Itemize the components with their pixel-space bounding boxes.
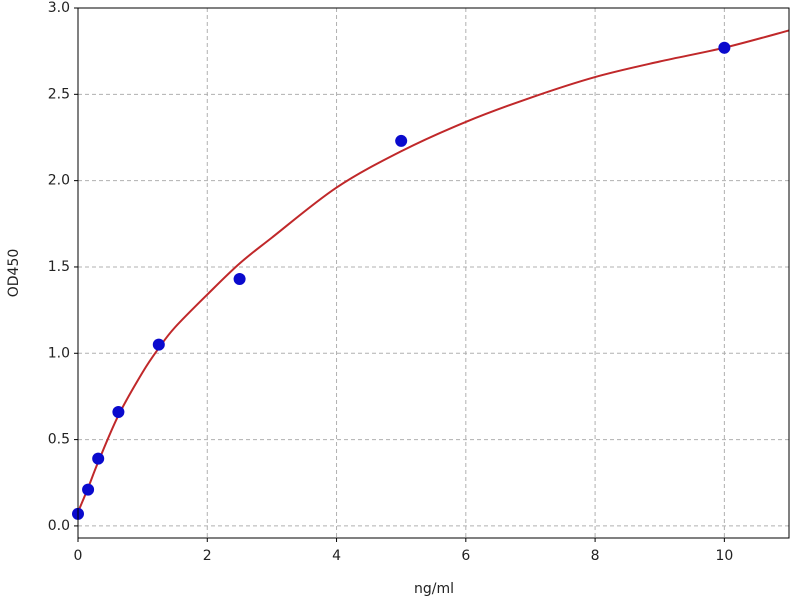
x-tick-label: 10 [715,548,733,564]
y-tick-label: 1.0 [48,345,70,361]
y-tick-label: 3.0 [48,0,70,16]
data-point [152,338,165,351]
data-point [233,273,246,286]
data-point [395,134,408,147]
data-point [92,452,105,465]
data-point [718,41,731,54]
y-axis-label: OD450 [6,249,22,298]
x-tick-label: 4 [332,548,341,564]
x-axis-label: ng/ml [414,581,454,597]
y-tick-label: 0.0 [48,518,70,534]
data-point [112,405,125,418]
x-tick-label: 0 [74,548,83,564]
x-tick-label: 2 [203,548,212,564]
data-point [82,483,95,496]
y-tick-label: 2.5 [48,86,70,102]
y-tick-label: 0.5 [48,432,70,448]
y-tick-label: 1.5 [48,259,70,275]
x-tick-label: 6 [461,548,470,564]
plot-frame [77,7,790,539]
y-tick-label: 2.0 [48,173,70,189]
x-tick-label: 8 [591,548,600,564]
